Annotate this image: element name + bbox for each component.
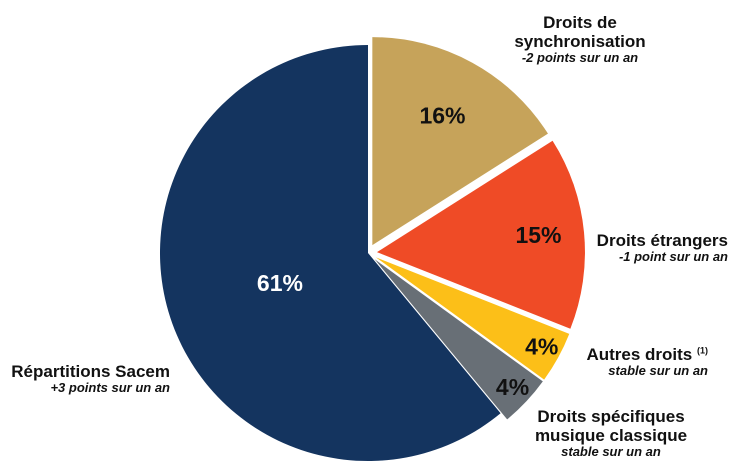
series-note: stable sur un an (561, 444, 661, 460)
legend-label-autres-droits: Autres droits (1) stable sur un an (578, 345, 708, 379)
footnote-marker: (1) (697, 345, 708, 356)
legend-label-droits-etrangers: Droits étrangers -1 point sur un an (570, 231, 728, 265)
legend-label-droits-specifiques: Droits spécifiques musique classique sta… (530, 407, 692, 460)
data-label-droits-de-synchronisation: 16% (419, 103, 465, 129)
slice-droits-specifiques-musique-classique (374, 259, 543, 420)
slice-repartitions-sacem (160, 45, 501, 461)
series-name: Droits étrangers (596, 231, 728, 250)
series-name-line-2: musique classique (534, 426, 688, 446)
data-label-droits-etrangers: 15% (515, 222, 561, 248)
series-note: -2 points sur un an (521, 50, 639, 66)
legend-label-droits-synchronisation: Droits de synchronisation -2 points sur … (500, 13, 660, 66)
legend-label-repartitions-sacem: Répartitions Sacem +3 points sur un an (8, 362, 170, 396)
data-label-autres-droits: 4% (525, 334, 558, 360)
series-note: stable sur un an (608, 363, 708, 379)
series-name-line-1: Droits spécifiques (537, 407, 685, 426)
slice-droits-etrangers (376, 140, 585, 329)
series-note: -1 point sur un an (618, 249, 728, 265)
series-name-line-1: Droits de (543, 13, 617, 32)
data-label-droits-specifiques-musique-classique: 4% (496, 374, 529, 400)
series-name: Répartitions Sacem (11, 362, 170, 381)
slice-droits-de-synchronisation (372, 37, 548, 246)
series-name: Autres droits (586, 345, 693, 364)
series-name-line-2: synchronisation (514, 32, 646, 52)
data-label-repartitions-sacem: 61% (257, 270, 303, 296)
series-note: +3 points sur un an (50, 380, 170, 396)
slice-autres-droits (375, 257, 570, 380)
